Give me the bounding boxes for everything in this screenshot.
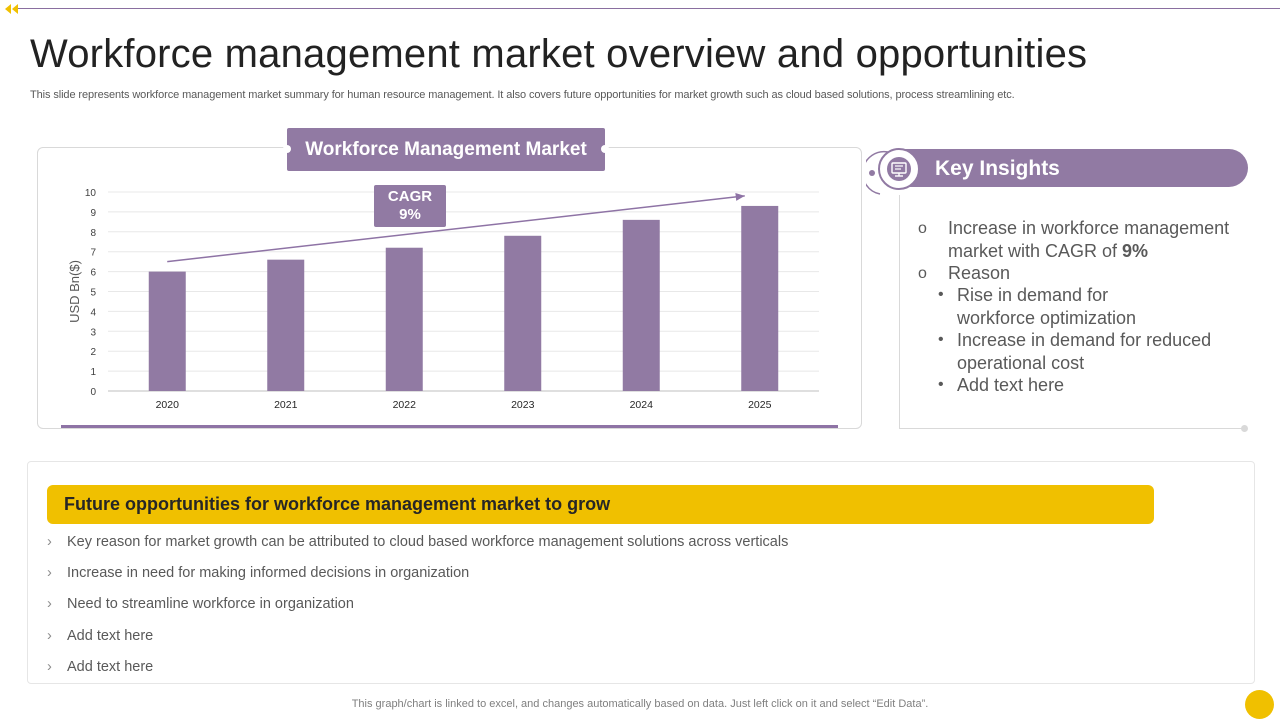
y-tick-label: 1 (90, 367, 96, 378)
y-tick-label: 6 (90, 268, 96, 279)
cagr-callout: CAGR 9% (374, 185, 446, 227)
monitor-icon (878, 148, 920, 190)
opportunities-header-text: Future opportunities for workforce manag… (64, 494, 611, 514)
chevron-right-icon: › (47, 659, 52, 675)
insight-1-cagr-bold: 9% (1122, 241, 1149, 261)
opportunities-header-bar (47, 485, 1154, 524)
page-subtitle: This slide represents workforce manageme… (30, 89, 1015, 101)
opportunity-item: › Add text here (47, 659, 153, 675)
y-tick-label: 7 (90, 248, 96, 259)
opportunity-item: › Increase in need for making informed de… (47, 565, 469, 581)
footer-note: This graph/chart is linked to excel, and… (351, 698, 929, 710)
x-tick-label: 2021 (274, 399, 298, 411)
y-tick-label: 8 (90, 228, 96, 239)
opportunity-item: › Add text here (47, 628, 153, 644)
opportunity-text: Add text here (67, 628, 154, 644)
insight-marker: o (918, 265, 927, 282)
key-insights-title: Key Insights (935, 157, 1060, 180)
insight-1-line1: Increase in workforce management (948, 218, 1230, 238)
trend-arrow-line (167, 195, 745, 263)
cagr-label: CAGR (387, 188, 433, 205)
chevron-right-icon: › (47, 565, 52, 581)
page-title: Workforce management market overview and… (30, 32, 1088, 76)
bar (148, 271, 186, 391)
x-tick-label: 2025 (748, 399, 772, 411)
reason-1-line1: Rise in demand for (957, 285, 1109, 305)
opportunity-text: Add text here (67, 659, 154, 675)
insights-end-dot (1241, 425, 1248, 432)
chart-header-tab: Workforce Management Market (283, 128, 609, 171)
y-tick-label: 4 (90, 307, 96, 318)
opportunity-item: › Need to streamline workforce in organiz… (47, 596, 354, 612)
chevron-right-icon: › (47, 596, 52, 612)
opportunity-text: Key reason for market growth can be attr… (67, 534, 789, 550)
chevron-right-icon: › (47, 534, 52, 550)
back-arrow-icon[interactable] (4, 3, 20, 15)
x-tick-label: 2024 (630, 399, 654, 411)
bar (741, 205, 779, 391)
bar (267, 259, 305, 391)
bar (504, 235, 542, 391)
insight-1-line2: market with CAGR of 9% (948, 241, 1148, 262)
y-tick-label: 0 (90, 387, 96, 398)
y-tick-label: 10 (85, 188, 97, 199)
y-axis-label: USD Bn($) (67, 260, 82, 323)
y-tick-label: 2 (90, 347, 96, 358)
insight-1-line2-text: market with CAGR of (948, 241, 1123, 261)
opportunity-item: › Key reason for market growth can be att… (47, 534, 788, 550)
reason-2-line2: operational cost (957, 353, 1085, 373)
reason-2-line1: Increase in demand for reduced (957, 330, 1212, 350)
x-tick-label: 2020 (156, 399, 180, 411)
trend-arrow-head (735, 192, 745, 201)
sub-bullet: • (938, 376, 944, 393)
key-insights-box (899, 195, 1246, 429)
x-tick-label: 2022 (393, 399, 417, 411)
x-tick-label: 2023 (511, 399, 535, 411)
key-insights-header-bar (880, 149, 1248, 187)
insights-connector-decoration (866, 150, 889, 195)
bar (622, 219, 660, 391)
sub-bullet: • (938, 331, 944, 348)
insight-marker: o (918, 220, 927, 237)
insight-2-line1: Reason (948, 263, 1011, 283)
y-tick-label: 3 (90, 327, 96, 338)
opportunity-text: Increase in need for making informed dec… (67, 565, 470, 581)
sub-bullet: • (938, 286, 944, 303)
bar-chart[interactable]: 0 1 2 3 4 5 6 7 8 9 10 USD Bn($) 2020 2021 2022 2023 202… (38, 148, 862, 430)
chevron-right-icon: › (47, 628, 52, 644)
y-tick-label: 5 (90, 288, 96, 299)
reason-1-line2: workforce optimization (957, 308, 1137, 328)
opportunity-text: Need to streamline workforce in organiza… (67, 596, 354, 612)
cagr-value: 9% (399, 206, 421, 223)
top-divider-line (14, 8, 1280, 9)
corner-decoration-dot (1245, 690, 1274, 719)
tab-right-dot (601, 145, 609, 153)
y-tick-label: 9 (90, 208, 96, 219)
tab-left-dot (283, 145, 291, 153)
bar (385, 247, 423, 391)
chart-header-label: Workforce Management Market (305, 138, 587, 160)
chart-underline (61, 425, 838, 428)
reason-3-line1: Add text here (957, 375, 1065, 395)
